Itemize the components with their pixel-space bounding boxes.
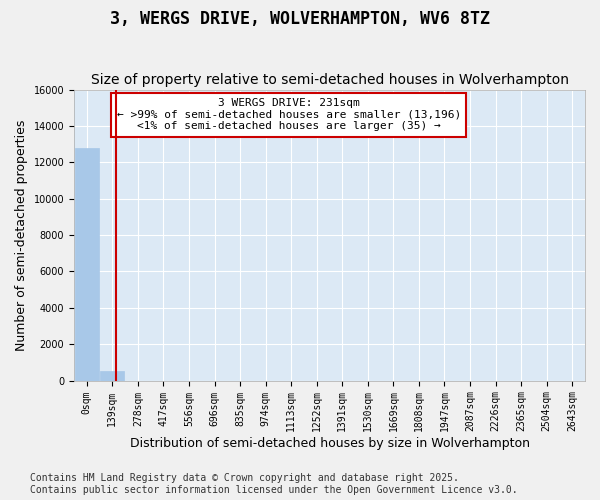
Y-axis label: Number of semi-detached properties: Number of semi-detached properties bbox=[15, 120, 28, 351]
Title: Size of property relative to semi-detached houses in Wolverhampton: Size of property relative to semi-detach… bbox=[91, 73, 569, 87]
Bar bbox=[100, 372, 124, 380]
Text: 3 WERGS DRIVE: 231sqm
← >99% of semi-detached houses are smaller (13,196)
<1% of: 3 WERGS DRIVE: 231sqm ← >99% of semi-det… bbox=[116, 98, 461, 132]
Bar bbox=[74, 148, 99, 380]
Text: 3, WERGS DRIVE, WOLVERHAMPTON, WV6 8TZ: 3, WERGS DRIVE, WOLVERHAMPTON, WV6 8TZ bbox=[110, 10, 490, 28]
X-axis label: Distribution of semi-detached houses by size in Wolverhampton: Distribution of semi-detached houses by … bbox=[130, 437, 530, 450]
Text: Contains HM Land Registry data © Crown copyright and database right 2025.
Contai: Contains HM Land Registry data © Crown c… bbox=[30, 474, 518, 495]
